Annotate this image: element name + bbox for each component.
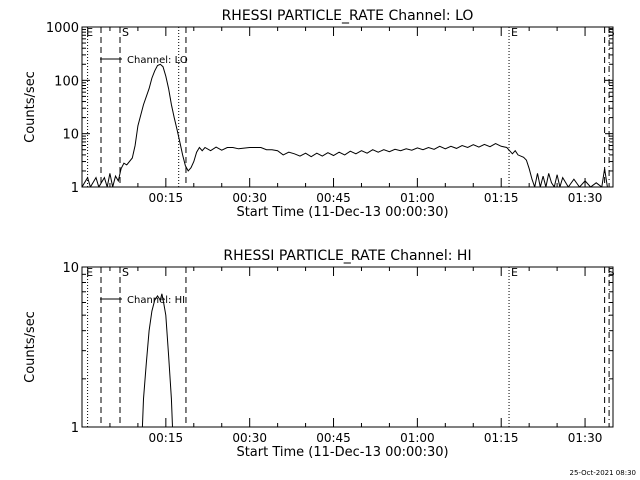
x-tick-label: 00:45 xyxy=(316,191,351,205)
x-tick-label: 01:00 xyxy=(400,191,435,205)
x-tick-label: 00:30 xyxy=(232,191,267,205)
plot-frame xyxy=(81,266,614,428)
marker-label: S xyxy=(608,266,615,279)
marker-label: E xyxy=(511,266,518,279)
data-series-line xyxy=(82,63,613,187)
marker-label: S xyxy=(122,266,129,279)
y-tick-label: 10 xyxy=(62,261,79,276)
chart-panel-0: RHESSI PARTICLE_RATE Channel: LO 00:15 00:… xyxy=(23,8,615,220)
marker-label: E xyxy=(86,266,93,279)
x-tick-label: 00:15 xyxy=(149,191,184,205)
y-tick-label: 1 xyxy=(71,181,79,196)
y-axis-label: Counts/sec xyxy=(23,311,38,383)
data-series-line xyxy=(141,293,173,427)
chart-panel-1: RHESSI PARTICLE_RATE Channel: HI 00:15 00:… xyxy=(23,248,615,460)
x-tick-label: 00:15 xyxy=(149,431,184,445)
x-tick-label: 01:30 xyxy=(568,191,603,205)
y-tick-label: 10 xyxy=(62,128,79,143)
x-tick-label: 00:30 xyxy=(232,431,267,445)
x-axis-label: Start Time (11-Dec-13 00:00:30) xyxy=(236,205,448,220)
chart-title: RHESSI PARTICLE_RATE Channel: HI xyxy=(223,248,471,264)
y-tick-label: 1 xyxy=(71,421,79,436)
x-tick-label: 01:00 xyxy=(400,431,435,445)
x-tick-label: 00:45 xyxy=(316,431,351,445)
x-tick-label: 01:15 xyxy=(484,431,519,445)
chart-title: RHESSI PARTICLE_RATE Channel: LO xyxy=(222,8,474,24)
marker-label: E xyxy=(511,26,518,39)
x-tick-label: 01:15 xyxy=(484,191,519,205)
y-tick-label: 1000 xyxy=(46,21,79,36)
generation-timestamp: 25-Oct-2021 08:30 xyxy=(569,469,636,477)
plot-frame xyxy=(81,26,614,188)
marker-label: S xyxy=(608,26,615,39)
marker-label: S xyxy=(122,26,129,39)
legend-label: Channel: HI xyxy=(127,295,185,306)
y-axis-label: Counts/sec xyxy=(23,71,38,143)
marker-label: E xyxy=(86,26,93,39)
x-tick-label: 01:30 xyxy=(568,431,603,445)
x-axis-label: Start Time (11-Dec-13 00:00:30) xyxy=(236,445,448,460)
legend-label: Channel: LO xyxy=(127,55,188,66)
y-tick-label: 100 xyxy=(54,74,79,89)
